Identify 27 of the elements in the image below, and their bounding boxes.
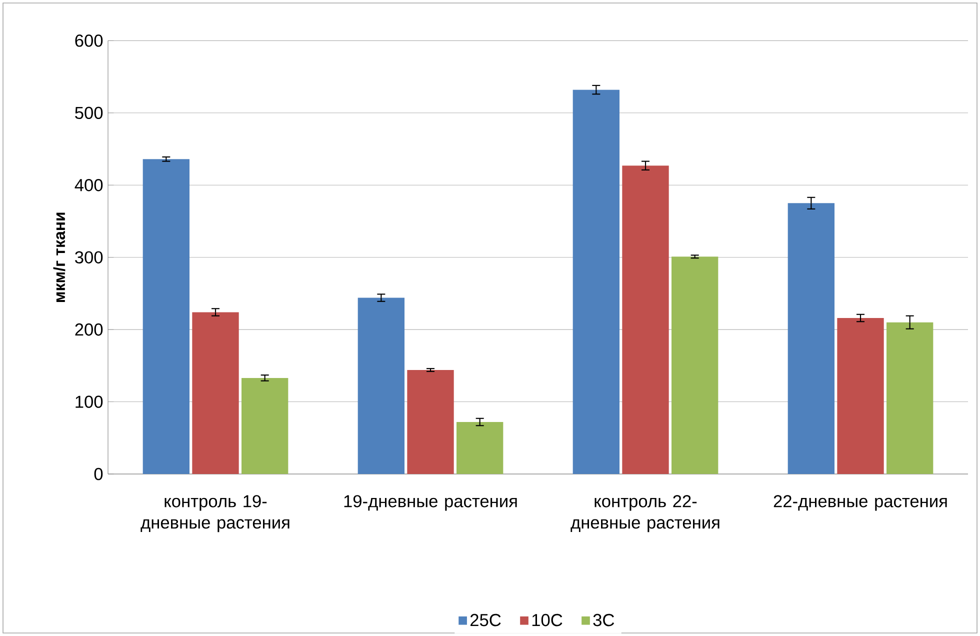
- bar: [886, 322, 934, 474]
- x-tick-label: контроль 19-дневные растения: [140, 495, 290, 532]
- y-tick-label: 400: [74, 178, 103, 192]
- y-tick-label: 100: [76, 396, 103, 408]
- bar: [672, 256, 718, 474]
- y-tick-label: 600: [75, 34, 103, 47]
- y-tick-label: 200: [75, 323, 103, 336]
- x-tick-label: 22-дневные растения: [774, 495, 947, 511]
- legend-label: 3C: [593, 614, 614, 626]
- legend-label: 10C: [532, 614, 562, 626]
- bar: [572, 90, 620, 474]
- bar: [837, 318, 884, 474]
- bar: [358, 298, 405, 474]
- bar: [142, 159, 190, 474]
- y-tick-label: 0: [94, 468, 103, 480]
- y-tick-label: 500: [75, 106, 103, 120]
- bar: [622, 166, 669, 474]
- bar: [242, 378, 288, 474]
- y-axis-title: мкм/г ткани: [53, 212, 66, 302]
- legend-label: 25C: [470, 614, 501, 626]
- bar: [192, 312, 239, 474]
- y-tick-label: 300: [75, 251, 103, 264]
- bar: [788, 203, 835, 474]
- bar: [456, 422, 504, 474]
- bar: [407, 370, 454, 474]
- x-tick-label: контроль 22-дневные растения: [570, 495, 720, 532]
- x-tick-label: 19-дневные растения: [344, 495, 517, 511]
